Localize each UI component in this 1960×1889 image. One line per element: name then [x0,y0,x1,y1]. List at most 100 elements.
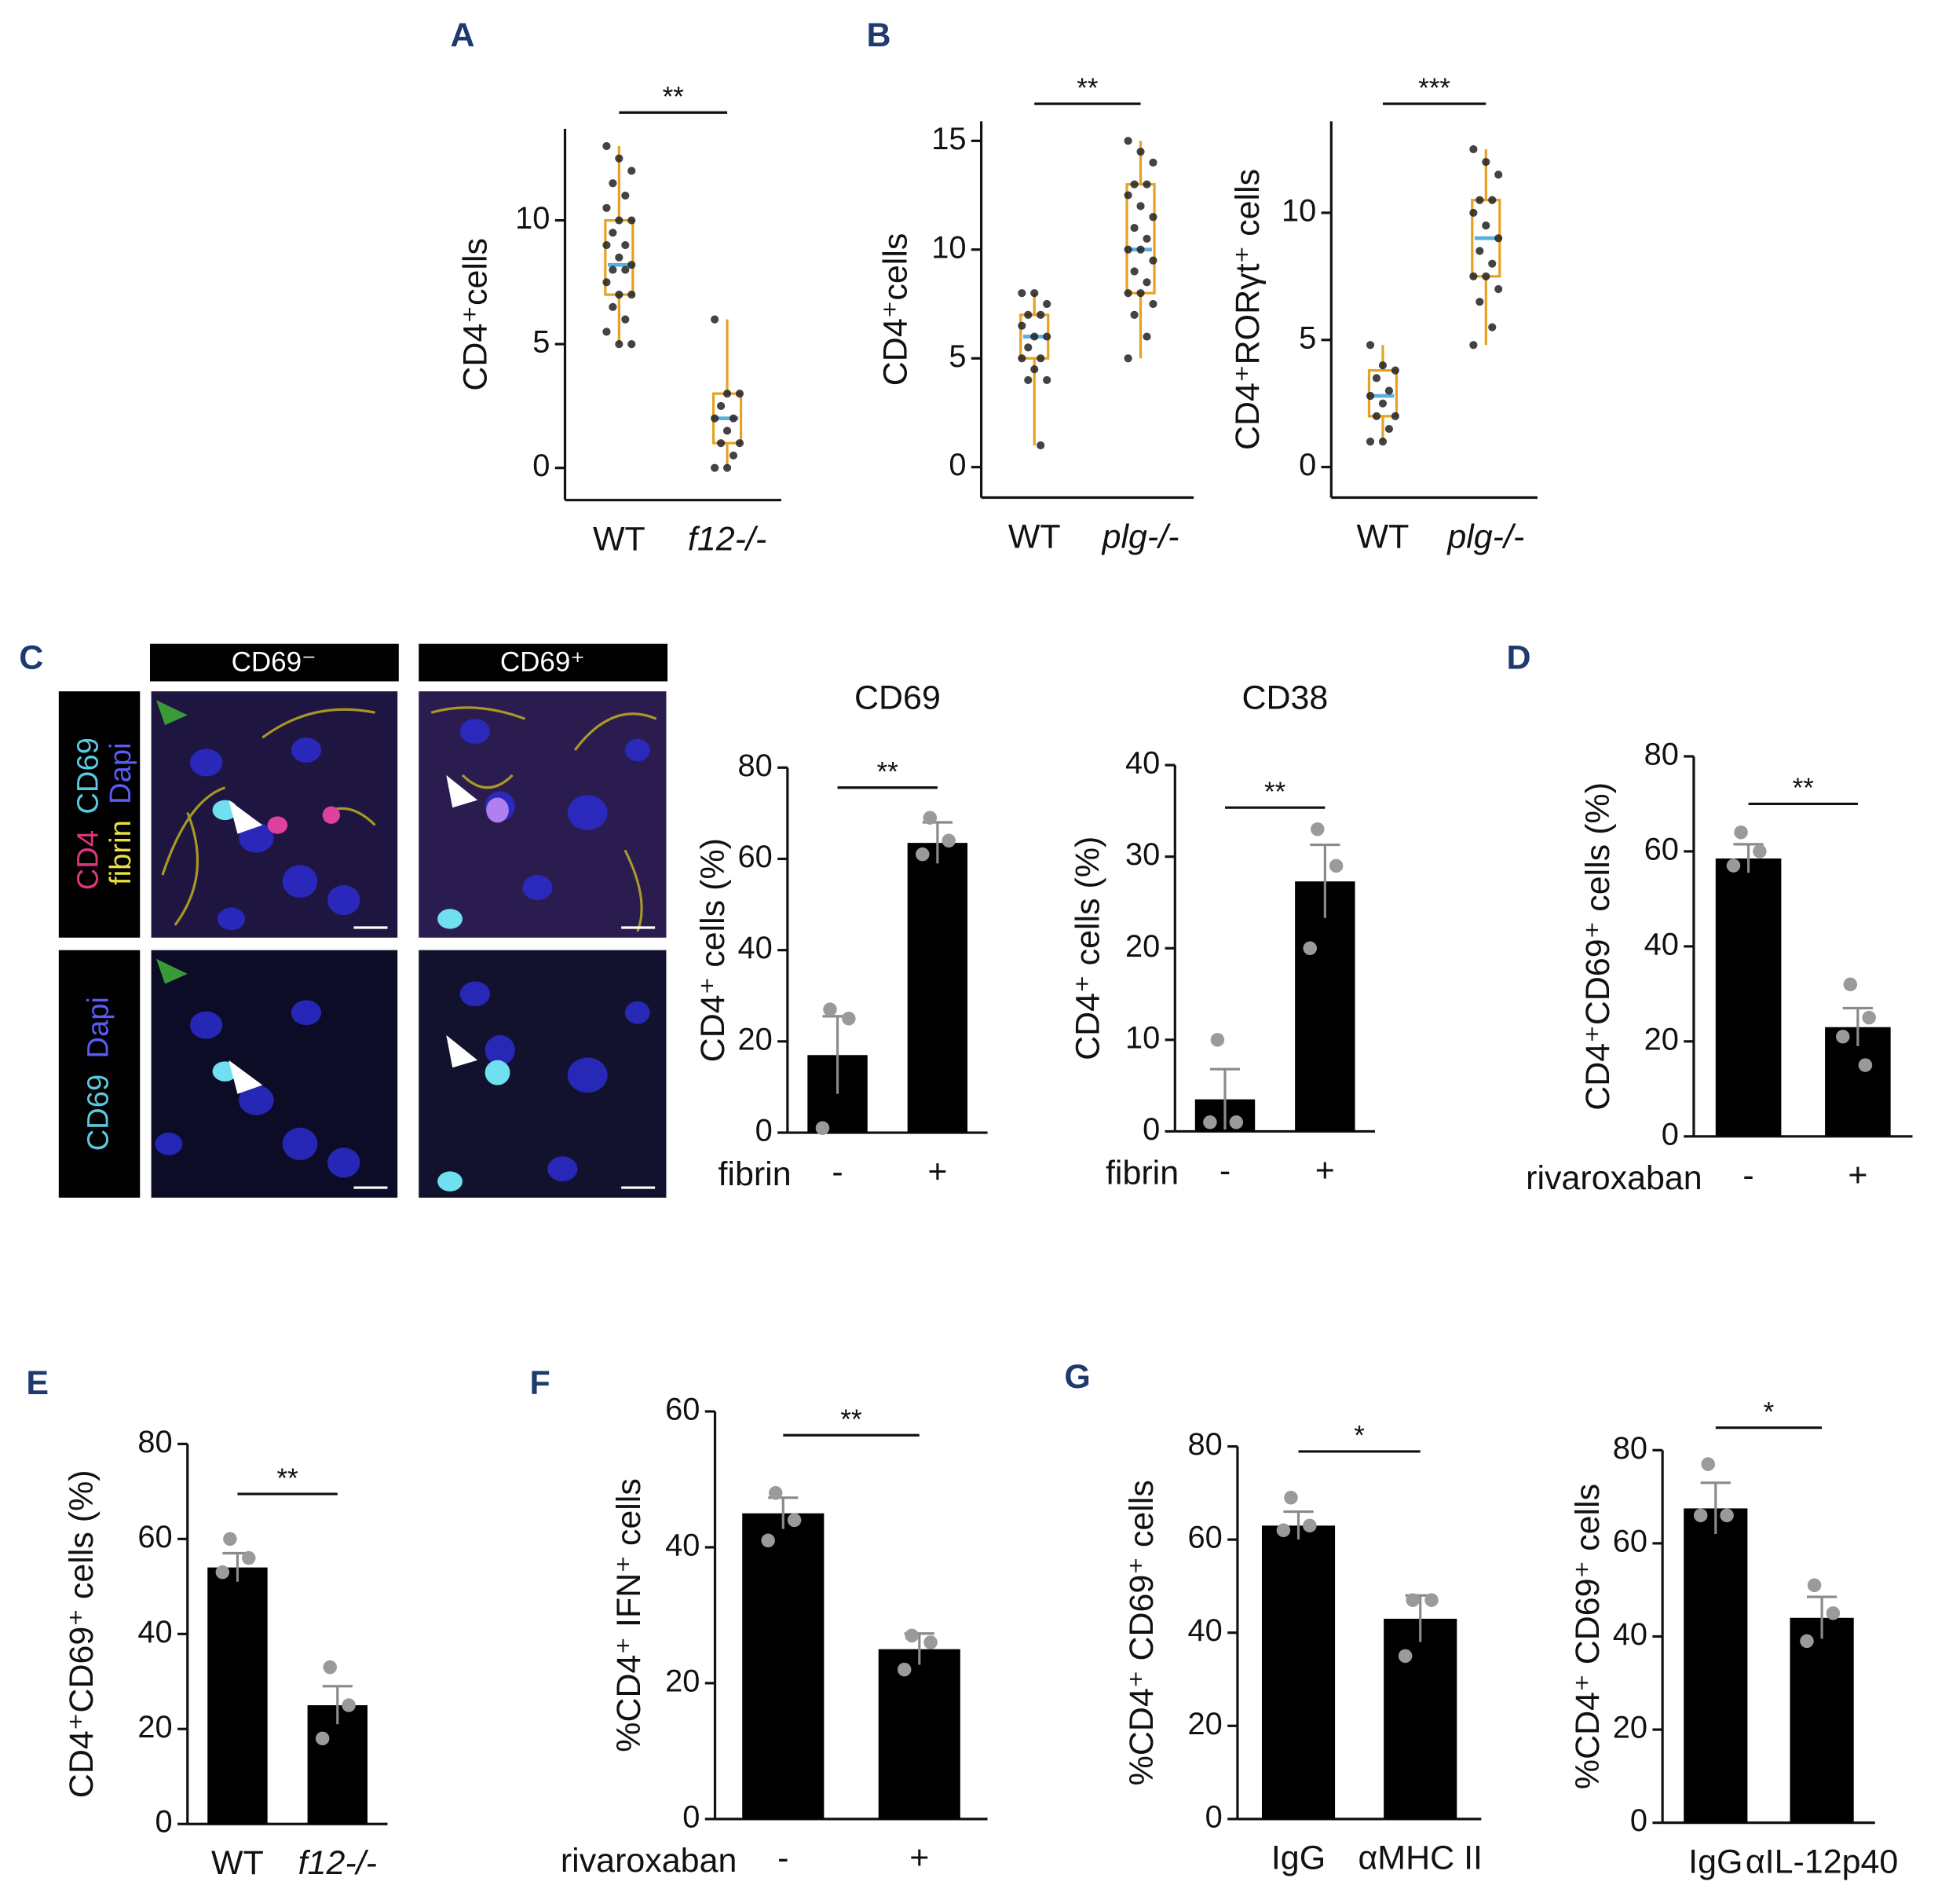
data-point [1037,441,1045,450]
stain-label: Dapi [81,997,115,1059]
data-point [1149,256,1157,265]
y-tick-label: 40 [1188,1613,1223,1648]
chart-title: CD38 [1241,679,1328,717]
panel-letter: F [530,1364,550,1402]
data-point [1030,364,1039,374]
y-tick-label: 60 [1188,1521,1223,1555]
row-header [58,950,141,1198]
y-tick-label: 40 [137,1615,172,1649]
data-point [621,315,630,324]
bar [1715,858,1782,1137]
y-tick-label: 0 [1205,1799,1223,1834]
x-axis-label: fibrin [718,1155,791,1193]
arrowheads [155,700,478,1094]
data-point [729,451,738,460]
data-point [215,1565,230,1580]
y-axis-label: CD4⁺cells [876,233,914,386]
x-tick-label: - [1742,1157,1753,1195]
micrograph [419,691,667,938]
row-label: CD69 Dapi [81,997,115,1151]
chart: 0 20 40 60 80 %CD4⁺ CD69⁺ cells IgG αMHC II * [1123,1421,1483,1877]
chart: 0 20 40 60 %CD4⁺ IFN⁺ cells rivaroxaban - + ** [561,1393,988,1880]
data-point [315,1731,330,1746]
data-point [223,1532,237,1547]
significance-label: ** [1264,777,1286,807]
data-point [1378,399,1388,408]
data-point [1136,148,1145,156]
data-point [1494,234,1503,243]
y-tick-label: 60 [137,1520,172,1554]
data-point [1372,374,1381,383]
data-point [1391,366,1399,375]
bar [1261,1525,1336,1819]
significance-label: * [1354,1421,1365,1452]
data-point [768,1486,783,1500]
y-tick-label: 20 [1188,1707,1223,1741]
data-point [1482,272,1490,280]
data-point [1018,321,1026,330]
chart: 0 20 40 60 80 CD4⁺ cells (%) CD69 fibrin - + ** [694,679,988,1193]
data-point [627,340,636,349]
data-point [1469,145,1478,154]
x-axis-label: rivaroxaban [561,1842,737,1880]
x-tick-label: WT [211,1844,264,1882]
data-point [627,216,636,225]
panel-letter: D [1507,639,1531,677]
data-point [711,463,719,472]
y-tick-label: 60 [1613,1524,1647,1558]
data-point [1124,289,1132,298]
stain-label: CD4 [71,830,105,890]
y-tick-label: 80 [1613,1431,1647,1466]
x-tick-label: plg-/- [1101,518,1179,555]
data-point [1482,158,1490,167]
data-point [1836,1030,1850,1044]
panel-letter: E [26,1364,49,1402]
data-point [615,290,623,299]
x-tick-label: - [777,1840,788,1877]
data-point [1475,298,1484,306]
y-axis-label: CD4⁺CD69⁺ cells (%) [1579,782,1617,1111]
x-tick-label: WT [1008,518,1061,555]
y-tick-label: 30 [1125,837,1160,872]
stain-label: Dapi [104,742,137,804]
y-tick-label: 80 [137,1425,172,1459]
y-tick-label: 80 [1188,1427,1223,1462]
y-tick-label: 40 [738,931,773,965]
y-tick-label: 80 [738,749,773,783]
data-point [1284,1491,1298,1505]
column-header [419,643,668,682]
data-point [1391,412,1399,420]
data-point [1037,310,1045,319]
data-point [602,278,611,287]
data-point [1469,272,1478,280]
bar [1684,1508,1748,1823]
data-point [1203,1115,1217,1129]
y-tick-label: 10 [1125,1020,1160,1055]
y-tick-label: 5 [1299,320,1316,355]
data-point [905,1628,919,1643]
data-point [1753,844,1767,858]
data-point [1124,354,1132,363]
x-tick-label: + [909,1840,929,1877]
data-point [1378,361,1388,370]
y-axis-label: CD4⁺RORγt⁺ cells [1229,169,1267,450]
y-axis-label: CD4⁺ cells (%) [1069,837,1106,1060]
data-point [729,414,738,423]
data-point [1276,1523,1291,1538]
micrograph [419,950,667,1198]
panel-letter: B [867,16,891,54]
data-point [1475,196,1484,204]
data-point [716,401,726,411]
significance-label: *** [1418,73,1450,104]
significance-label: ** [877,756,899,787]
y-tick-label: 0 [682,1799,700,1834]
y-tick-label: 20 [1644,1022,1679,1056]
y-tick-label: 80 [1644,737,1679,771]
y-tick-label: 20 [1613,1711,1647,1745]
data-point [1143,180,1151,189]
data-point [615,340,623,349]
data-point [621,240,630,250]
data-point [1693,1508,1708,1523]
data-point [1037,354,1045,363]
